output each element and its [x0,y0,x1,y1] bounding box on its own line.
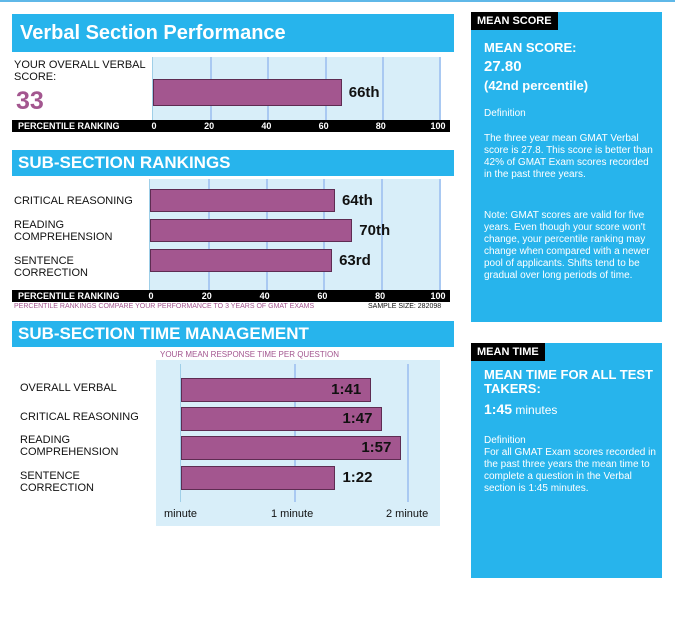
bar-value-label: 1:47 [342,410,373,427]
bar-value-label: 64th [341,191,373,209]
mean-score-heading: MEAN SCORE: [484,40,577,55]
overall-verbal-score-label: YOUR OVERALL VERBAL SCORE: [14,59,146,83]
subsection-percentile-axis: PERCENTILE RANKING 0 20 40 60 80 100 [12,290,450,302]
axis-tick-label: 40 [261,121,272,131]
time-axis-tick-label: 2 minute [386,508,429,520]
category-label: CRITICAL REASONING [20,411,139,423]
gridline [294,364,296,502]
mean-time-value-line: 1:45 minutes [484,401,557,417]
verbal-section-title: Verbal Section Performance [20,22,286,44]
verbal-percentile-axis: PERCENTILE RANKING 0 20 40 60 80 100 [12,120,450,132]
subsection-rankings-header: SUB-SECTION RANKINGS [12,150,454,176]
percentile-bar [150,219,353,242]
time-bar [181,378,372,402]
mean-score-definition: The three year mean GMAT Verbal score is… [484,133,653,180]
axis-tick-label: 100 [430,121,446,131]
axis-tick-label: 0 [151,121,157,131]
percentile-bar [153,79,342,106]
axis-tick-label: 100 [430,291,446,301]
mean-score-percentile: (42nd percentile) [484,78,589,93]
axis-tick-label: 80 [375,291,386,301]
time-management-title: SUB-SECTION TIME MANAGEMENT [18,324,309,343]
time-axis-tick-label: 1 minute [271,508,314,520]
mean-time-value: 1:45 [484,401,513,417]
percentile-bar [150,249,333,272]
mean-score-value: 27.80 [484,58,522,75]
gridline [407,364,409,502]
category-label: READING COMPREHENSION [14,218,113,243]
bar-value-label: 63rd [339,251,371,269]
percentile-bar [150,189,335,212]
time-bar [181,466,336,490]
mean-score-tab: MEAN SCORE [471,12,558,30]
mean-score-note: Note: GMAT scores are valid for five yea… [484,210,650,281]
subsection-chart-panel: 64th 70th 63rd [149,179,441,290]
time-axis: minute 1 minute 2 minute [156,508,440,522]
axis-tick-label: 20 [201,291,212,301]
axis-tick-label: 60 [317,291,328,301]
mean-score-definition-label: Definition [484,108,526,119]
top-divider [0,0,675,2]
subsection-rankings-title: SUB-SECTION RANKINGS [18,153,231,172]
overall-verbal-score-value: 33 [16,87,44,115]
mean-time-definition-label: Definition [484,435,526,446]
category-label: CRITICAL REASONING [14,194,133,207]
category-label: READING COMPREHENSION [20,434,119,458]
bar-value-label: 1:41 [331,381,362,398]
mean-time-heading: MEAN TIME FOR ALL TEST TAKERS: [484,367,653,396]
bar-value-label: 70th [359,221,391,239]
time-axis-tick-label: minute [164,508,198,520]
subsection-axis-title: PERCENTILE RANKING [18,291,120,301]
time-bar [181,407,383,431]
bar-value-label: 66th [348,83,380,101]
bar-value-label: 1:57 [361,439,392,456]
sample-size-note: SAMPLE SIZE: 282098 [368,303,442,310]
gridline [381,57,384,121]
mean-time-box: MEAN TIME MEAN TIME FOR ALL TEST TAKERS:… [471,343,662,578]
axis-tick-label: 60 [318,121,329,131]
axis-tick-label: 0 [148,291,154,301]
percentile-comparison-note: PERCENTILE RANKINGS COMPARE YOUR PERFORM… [14,303,315,310]
mean-time-tab: MEAN TIME [471,343,545,361]
time-bar [181,436,402,460]
category-label: SENTENCE CORRECTION [14,254,88,279]
bar-value-label: 1:22 [342,469,373,486]
verbal-section-header: Verbal Section Performance [12,14,454,52]
time-chart-subtitle: YOUR MEAN RESPONSE TIME PER QUESTION [160,350,339,359]
axis-tick-label: 40 [259,291,270,301]
axis-tick-label: 80 [375,121,386,131]
verbal-chart-panel: 66th [152,57,441,121]
category-label: SENTENCE CORRECTION [20,470,94,494]
mean-time-unit: minutes [515,403,558,417]
mean-time-definition: For all GMAT Exam scores recorded in the… [484,447,656,494]
category-label: OVERALL VERBAL [20,382,117,394]
gridline [439,179,441,290]
time-management-header: SUB-SECTION TIME MANAGEMENT [12,321,454,347]
gridline [439,57,441,121]
mean-score-box: MEAN SCORE MEAN SCORE: 27.80 (42nd perce… [471,12,662,322]
time-chart-plot-area: 1:41 1:47 1:57 1:22 [180,364,429,502]
axis-tick-label: 20 [204,121,215,131]
verbal-axis-title: PERCENTILE RANKING [18,121,120,131]
gridline [381,179,384,290]
